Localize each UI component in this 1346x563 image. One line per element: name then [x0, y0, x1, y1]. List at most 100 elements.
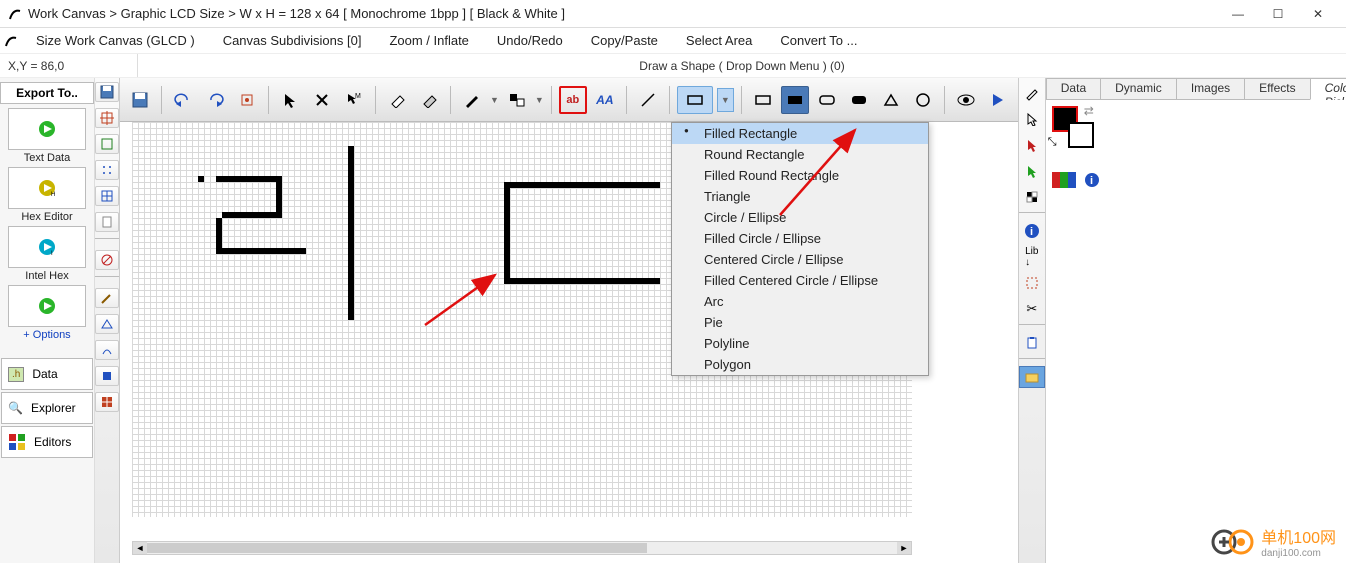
status-row: X,Y = 86,0 Draw a Shape ( Drop Down Menu… — [0, 54, 1346, 78]
swap-mini-icon[interactable]: ⤡ — [1048, 136, 1057, 149]
maximize-button[interactable]: ☐ — [1258, 0, 1298, 28]
export-intel-hex[interactable]: I — [8, 226, 86, 268]
round-rect-fill-button[interactable] — [845, 86, 873, 114]
folder-sel-icon[interactable] — [1019, 366, 1045, 388]
menubar: Size Work Canvas (GLCD ) Canvas Subdivis… — [0, 28, 1346, 54]
secondary-color-swatch[interactable] — [1068, 122, 1094, 148]
tab-color-picker[interactable]: Color Picker — [1310, 78, 1346, 100]
save-icon[interactable] — [95, 82, 119, 102]
close-button[interactable]: ✕ — [1298, 0, 1338, 28]
menu-zoom[interactable]: Zoom / Inflate — [375, 28, 482, 54]
eye-button[interactable] — [952, 86, 980, 114]
triangle-button[interactable] — [877, 86, 905, 114]
tab-images[interactable]: Images — [1176, 78, 1245, 100]
round-rect-button[interactable] — [813, 86, 841, 114]
tab-dynamic[interactable]: Dynamic — [1100, 78, 1177, 100]
export-text-data[interactable] — [8, 108, 86, 150]
delete-button[interactable] — [308, 86, 336, 114]
grid-outline-icon[interactable] — [95, 134, 119, 154]
export-panel: Export To.. Text Data H Hex Editor I Int… — [0, 78, 95, 563]
window-title: Work Canvas > Graphic LCD Size > W x H =… — [28, 6, 1218, 21]
scroll-right-arrow[interactable]: ► — [897, 542, 911, 554]
cursor-button[interactable] — [276, 86, 304, 114]
info-icon[interactable]: i — [1084, 172, 1100, 188]
scissors-icon[interactable]: ✂ — [1019, 298, 1045, 320]
menu-size-canvas[interactable]: Size Work Canvas (GLCD ) — [22, 28, 209, 54]
tab-data[interactable]: Data — [1046, 78, 1101, 100]
checker-icon[interactable] — [1019, 186, 1045, 208]
eyedropper-icon[interactable] — [1019, 82, 1045, 104]
dd-pie[interactable]: Pie — [672, 312, 928, 333]
no-target-icon[interactable] — [95, 250, 119, 270]
snap-button[interactable] — [233, 86, 261, 114]
move-button[interactable]: M — [340, 86, 368, 114]
menu-select-area[interactable]: Select Area — [672, 28, 767, 54]
square-fill-icon[interactable] — [95, 366, 119, 386]
cursor-icon[interactable] — [1019, 108, 1045, 130]
select-dash-icon[interactable] — [1019, 272, 1045, 294]
ab-text-button[interactable]: ab — [559, 86, 587, 114]
undo-button[interactable] — [169, 86, 197, 114]
eraser-fill-button[interactable] — [415, 86, 443, 114]
scroll-left-arrow[interactable]: ◄ — [133, 542, 147, 554]
rect-fill-button[interactable] — [781, 86, 809, 114]
cursor-red-icon[interactable] — [1019, 134, 1045, 156]
tab-effects[interactable]: Effects — [1244, 78, 1310, 100]
side-editors[interactable]: Editors — [1, 426, 93, 458]
horizontal-scrollbar[interactable]: ◄ ► — [132, 541, 912, 555]
brush-small-icon[interactable] — [95, 288, 119, 308]
pencil-button[interactable] — [458, 86, 486, 114]
rect-outline-button[interactable] — [749, 86, 777, 114]
doc-icon[interactable] — [95, 212, 119, 232]
eraser-outline-button[interactable] — [383, 86, 411, 114]
grid-small-icon[interactable] — [95, 186, 119, 206]
side-data[interactable]: .h Data — [1, 358, 93, 390]
circle-button[interactable] — [909, 86, 937, 114]
lib-icon[interactable]: Lib↓ — [1019, 246, 1045, 268]
dd-filled-circle-ellipse[interactable]: Filled Circle / Ellipse — [672, 228, 928, 249]
redo-button[interactable] — [201, 86, 229, 114]
info-icon[interactable]: i — [1019, 220, 1045, 242]
menu-undo-redo[interactable]: Undo/Redo — [483, 28, 577, 54]
grid-dots-icon[interactable] — [95, 160, 119, 180]
dd-filled-rectangle[interactable]: Filled Rectangle — [672, 123, 928, 144]
arc-icon[interactable] — [95, 340, 119, 360]
swap-link-icon[interactable]: ⇄ — [1084, 104, 1094, 118]
export-options[interactable] — [8, 285, 86, 327]
dd-arc[interactable]: Arc — [672, 291, 928, 312]
export-hex-editor[interactable]: H — [8, 167, 86, 209]
line-button[interactable] — [634, 86, 662, 114]
color-picker-body: ⇄ ⤡ i — [1046, 100, 1346, 563]
aa-text-button[interactable]: AA — [591, 86, 619, 114]
rgb-strip[interactable] — [1052, 172, 1076, 188]
triangle-icon[interactable] — [95, 314, 119, 334]
minimize-button[interactable]: — — [1218, 0, 1258, 28]
shape-dropdown-menu: Filled Rectangle Round Rectangle Filled … — [671, 122, 929, 376]
menu-convert[interactable]: Convert To ... — [766, 28, 871, 54]
dd-filled-round-rectangle[interactable]: Filled Round Rectangle — [672, 165, 928, 186]
clipboard-icon[interactable] — [1019, 332, 1045, 354]
swap-colors-button[interactable] — [503, 86, 531, 114]
save-button[interactable] — [126, 86, 154, 114]
scroll-thumb[interactable] — [147, 543, 647, 553]
canvas-mode-label: Draw a Shape ( Drop Down Menu ) (0) — [138, 59, 1346, 73]
menu-subdivisions[interactable]: Canvas Subdivisions [0] — [209, 28, 376, 54]
grid-fill-icon[interactable] — [95, 392, 119, 412]
dd-polyline[interactable]: Polyline — [672, 333, 928, 354]
shape-dropdown-button[interactable] — [677, 86, 713, 114]
svg-text:i: i — [1090, 175, 1093, 187]
dd-triangle[interactable]: Triangle — [672, 186, 928, 207]
dd-round-rectangle[interactable]: Round Rectangle — [672, 144, 928, 165]
side-explorer[interactable]: 🔍 Explorer — [1, 392, 93, 424]
play-button[interactable] — [984, 86, 1012, 114]
dd-polygon[interactable]: Polygon — [672, 354, 928, 375]
svg-text:M: M — [355, 93, 361, 100]
dd-filled-centered-circle-ellipse[interactable]: Filled Centered Circle / Ellipse — [672, 270, 928, 291]
play-icon — [38, 120, 56, 138]
right-tabs: Data Dynamic Images Effects Color Picker — [1046, 78, 1346, 100]
grid-target-icon[interactable] — [95, 108, 119, 128]
dd-circle-ellipse[interactable]: Circle / Ellipse — [672, 207, 928, 228]
cursor-green-icon[interactable] — [1019, 160, 1045, 182]
menu-copy-paste[interactable]: Copy/Paste — [577, 28, 672, 54]
dd-centered-circle-ellipse[interactable]: Centered Circle / Ellipse — [672, 249, 928, 270]
